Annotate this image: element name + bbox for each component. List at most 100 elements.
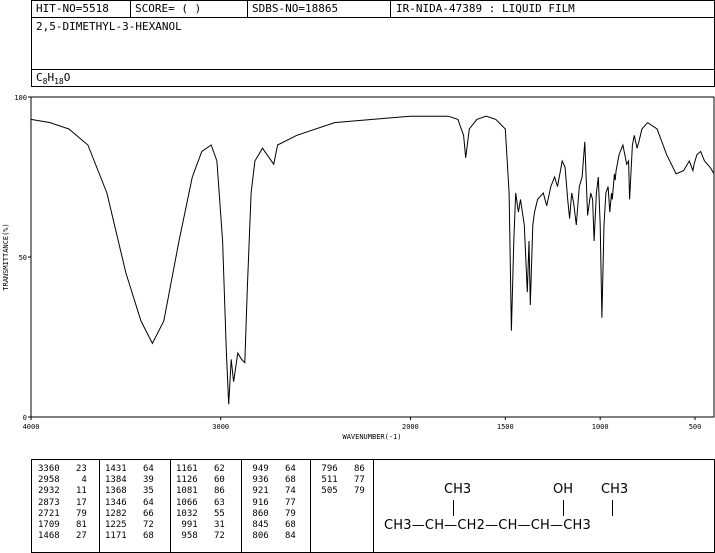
peak-transmittance: 72 — [197, 531, 225, 542]
peak-transmittance: 84 — [268, 531, 296, 542]
peak-transmittance: 64 — [268, 464, 296, 474]
y-tick-label: 0 — [23, 414, 27, 422]
peak-table-column: 3360 23 2958 4 2932 11 2873 17 2721 79 1709 8… — [38, 464, 87, 542]
peak-wavenumber: 1066 — [176, 497, 198, 508]
peak-transmittance: 66 — [126, 508, 154, 519]
ir-info: IR-NIDA-47389 : LIQUID FILM — [396, 2, 575, 15]
peak-table-column: 796 86 511 77 505 79 — [316, 464, 365, 498]
peak-wavenumber: 1346 — [105, 497, 127, 508]
peak-wavenumber: 3360 — [38, 464, 60, 474]
plot-frame — [30, 96, 715, 418]
spectrum-line — [30, 115, 715, 405]
ir-spectrum-chart: 0 50 100 4000 3000 2000 1500 1000 500 TRANSMITT… — [2, 94, 715, 441]
peak-wavenumber: 1171 — [105, 531, 127, 542]
peak-row: 949 64 — [247, 464, 296, 475]
peak-transmittance: 64 — [126, 464, 154, 474]
peak-row: 1709 81 — [38, 520, 87, 531]
structure-bond-right — [612, 500, 613, 516]
peak-row: 505 79 — [316, 486, 365, 497]
y-axis-label: TRANSMITTANCE(%) — [2, 223, 10, 290]
peak-wavenumber: 936 — [247, 475, 269, 486]
peak-table-column: 949 64 936 68 921 74 916 77 860 79 845 6… — [247, 464, 296, 542]
structure-bond-oh — [563, 500, 564, 516]
x-axis-label: WAVENUMBER(-1) — [342, 433, 401, 441]
peak-row: 511 77 — [316, 475, 365, 486]
structure-ch3-branch-left: CH3 — [444, 482, 472, 497]
peak-row: 1032 55 — [176, 509, 225, 520]
peak-row: 1161 62 — [176, 464, 225, 475]
peak-row: 1066 63 — [176, 498, 225, 509]
header-separator — [247, 0, 248, 18]
peak-transmittance: 86 — [197, 486, 225, 497]
peak-transmittance: 39 — [126, 475, 154, 486]
peak-transmittance: 79 — [268, 508, 296, 519]
peak-transmittance: 68 — [268, 475, 296, 486]
peak-wavenumber: 2958 — [38, 475, 60, 486]
peak-transmittance: 79 — [337, 486, 365, 497]
peak-row: 1431 64 — [105, 464, 154, 475]
peak-wavenumber: 1384 — [105, 475, 127, 486]
peak-transmittance: 27 — [59, 531, 87, 542]
x-tick-label: 4000 — [23, 423, 40, 431]
peak-row: 796 86 — [316, 464, 364, 475]
peak-wavenumber: 1468 — [38, 531, 60, 542]
peak-table-separator — [310, 459, 311, 553]
peak-transmittance: 11 — [59, 486, 87, 497]
peak-wavenumber: 511 — [316, 475, 338, 486]
peak-transmittance: 35 — [126, 486, 154, 497]
peak-row: 1225 72 — [105, 520, 154, 531]
x-tick-label: 1000 — [592, 423, 609, 431]
peak-row: 1368 35 — [105, 486, 154, 497]
x-tick-label: 500 — [689, 423, 702, 431]
peak-row: 806 84 — [247, 531, 296, 542]
peak-row: 2958 4 — [38, 475, 87, 486]
peak-wavenumber: 796 — [316, 464, 338, 474]
peak-wavenumber: 1431 — [105, 464, 127, 474]
x-tick-label: 1500 — [497, 423, 514, 431]
peak-row: 936 68 — [247, 475, 296, 486]
peak-wavenumber: 1225 — [105, 520, 127, 531]
y-tick-label: 50 — [19, 254, 27, 262]
peak-transmittance: 74 — [268, 486, 296, 497]
molecular-formula: C8H18O — [36, 71, 71, 87]
peak-wavenumber: 2721 — [38, 508, 60, 519]
peak-row: 1468 27 — [38, 531, 87, 542]
peak-wavenumber: 806 — [247, 531, 269, 542]
peak-row: 3360 23 — [38, 464, 87, 475]
peak-row: 1126 60 — [176, 475, 225, 486]
peak-row: 1081 86 — [176, 486, 225, 497]
peak-row: 1346 64 — [105, 498, 154, 509]
peak-row: 860 79 — [247, 508, 296, 520]
peak-table-column: 1161 62 1126 60 1081 86 1066 63 1032 55 991 … — [176, 464, 225, 542]
peak-transmittance: 72 — [126, 520, 154, 531]
peak-wavenumber: 860 — [247, 508, 269, 519]
structure-box — [373, 459, 715, 553]
peak-row: 916 77 — [247, 497, 295, 509]
peak-wavenumber: 1282 — [105, 508, 127, 519]
peak-transmittance: 81 — [59, 520, 87, 531]
peak-row: 2873 17 — [38, 498, 87, 509]
peak-transmittance: 62 — [197, 464, 225, 474]
peak-row: 921 74 — [247, 486, 296, 497]
peak-table-separator — [170, 459, 171, 553]
peak-wavenumber: 916 — [247, 497, 269, 508]
peak-wavenumber: 1368 — [105, 486, 127, 497]
peak-transmittance: 4 — [59, 475, 87, 486]
peak-transmittance: 77 — [337, 475, 365, 486]
peak-row: 991 31 — [176, 520, 224, 531]
peak-table-separator — [99, 459, 100, 553]
peak-wavenumber: 1161 — [176, 464, 198, 474]
peak-row: 1171 68 — [105, 531, 154, 542]
peak-table-separator — [241, 459, 242, 553]
structure-main-chain: CH3—CH—CH2—CH—CH—CH3 — [384, 518, 591, 533]
peak-wavenumber: 505 — [316, 486, 338, 497]
peak-transmittance: 68 — [126, 531, 154, 542]
peak-wavenumber: 991 — [176, 520, 198, 531]
peak-row: 845 68 — [247, 520, 295, 531]
x-tick-label: 2000 — [402, 423, 419, 431]
sdbs-number: SDBS-NO=18865 — [252, 2, 339, 15]
header-separator — [390, 0, 391, 18]
peak-row: 2932 11 — [38, 486, 87, 497]
score: SCORE= ( ) — [135, 2, 202, 15]
peak-wavenumber: 949 — [247, 464, 269, 474]
